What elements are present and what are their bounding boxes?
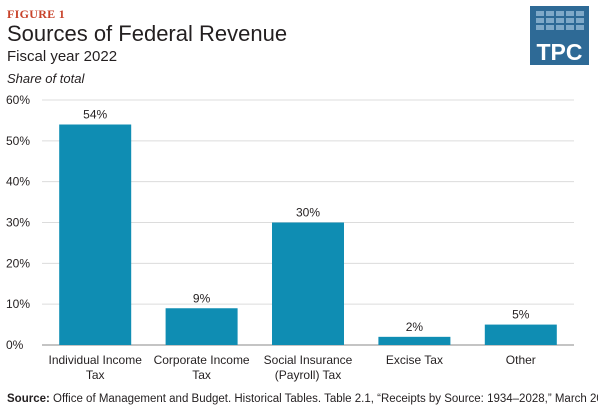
x-tick-label: Other xyxy=(506,353,536,367)
figure-label: FIGURE 1 xyxy=(7,7,66,21)
y-axis-ticks: 0% 10% 20% 30% 40% 50% 60% xyxy=(6,93,30,352)
x-tick-label: Social Insurance xyxy=(264,353,353,367)
logo-tile xyxy=(566,11,574,16)
tpc-logo-icon: TPC xyxy=(530,6,589,65)
logo-tile xyxy=(566,25,574,30)
source-text: Office of Management and Budget. Histori… xyxy=(49,393,598,405)
chart-title: Sources of Federal Revenue xyxy=(7,21,288,46)
y-tick-label: 40% xyxy=(6,175,30,189)
value-label: 9% xyxy=(193,291,211,305)
logo-tile xyxy=(546,11,554,16)
bar xyxy=(378,336,451,345)
y-tick-label: 10% xyxy=(6,297,30,311)
x-tick-label: Excise Tax xyxy=(386,353,443,367)
logo-tile xyxy=(556,18,564,23)
y-tick-label: 30% xyxy=(6,216,30,230)
bar xyxy=(59,124,132,345)
value-labels: 54% 9% 30% 2% 5% xyxy=(83,108,530,334)
y-tick-label: 60% xyxy=(6,93,30,107)
y-axis-unit: Share of total xyxy=(7,71,85,86)
x-tick-label: (Payroll) Tax xyxy=(275,368,341,382)
logo-text: TPC xyxy=(537,39,583,65)
x-tick-label: Tax xyxy=(192,368,211,382)
x-tick-label: Tax xyxy=(86,368,105,382)
bar xyxy=(272,222,344,345)
logo-tile xyxy=(576,18,584,23)
bars xyxy=(59,124,557,345)
value-label: 54% xyxy=(83,108,107,122)
logo-tile xyxy=(536,18,544,23)
logo-tile xyxy=(546,18,554,23)
chart-subtitle: Fiscal year 2022 xyxy=(7,48,118,65)
logo-tile xyxy=(556,25,564,30)
bar-chart: 0% 10% 20% 30% 40% 50% 60% 54% 9% 30% 2% 5% Indivi… xyxy=(6,93,574,382)
value-label: 2% xyxy=(406,320,424,334)
logo-tile xyxy=(546,25,554,30)
logo-tile xyxy=(566,18,574,23)
logo-tiles xyxy=(536,11,584,30)
logo-tile xyxy=(576,11,584,16)
logo-tile xyxy=(556,11,564,16)
logo-tile xyxy=(576,25,584,30)
source-label: Source: xyxy=(7,393,50,405)
y-tick-label: 50% xyxy=(6,134,30,148)
logo-tile xyxy=(536,11,544,16)
y-tick-label: 20% xyxy=(6,256,30,270)
y-tick-label: 0% xyxy=(6,338,24,352)
x-tick-label: Corporate Income xyxy=(154,353,250,367)
bar xyxy=(165,308,238,345)
logo-tile xyxy=(536,25,544,30)
value-label: 30% xyxy=(296,206,320,220)
bar xyxy=(484,324,557,345)
x-tick-label: Individual Income xyxy=(49,353,143,367)
value-label: 5% xyxy=(512,308,530,322)
source-note: Source: Office of Management and Budget.… xyxy=(7,393,598,405)
